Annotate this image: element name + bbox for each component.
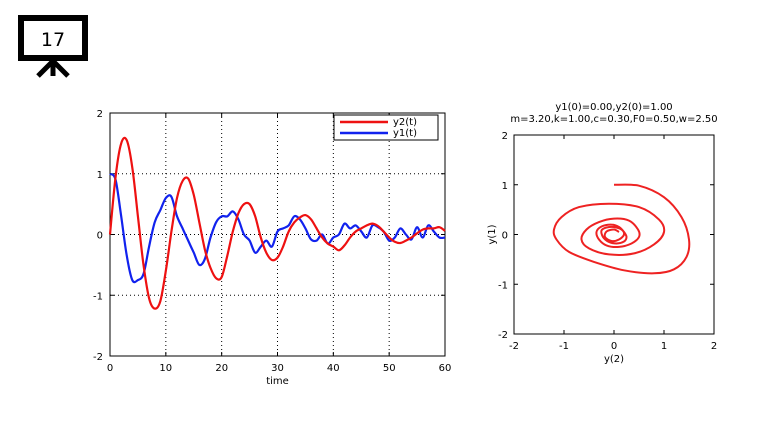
time-chart-series (108, 136, 446, 310)
legend-box (333, 114, 439, 141)
y-tick-label: 1 (97, 170, 103, 181)
time-chart-yaxis: 2 1 0 -1 -2 (93, 109, 103, 363)
time-chart-xaxis: 0 10 20 30 40 50 60 time (107, 363, 452, 387)
x-tick-label: 50 (383, 363, 396, 374)
phase-chart-frame (513, 134, 715, 335)
x-tick-label: 60 (439, 363, 452, 374)
slide-number: 17 (41, 29, 65, 51)
phase-chart-xaxis: -2 -1 0 1 2 y(2) (509, 341, 717, 365)
board-frame (18, 15, 88, 61)
y-tick-label: 0 (97, 231, 103, 242)
x-tick-label: 30 (271, 363, 284, 374)
chart-subtitle: m=3.20,k=1.00,c=0.30,F0=0.50,w=2.50 (510, 114, 717, 125)
y-tick-label: -2 (93, 352, 103, 363)
x-tick-label: 0 (107, 363, 113, 374)
y-tick-label: -2 (498, 330, 508, 341)
board-leg-right (51, 59, 70, 78)
series-line-y2 (108, 136, 446, 310)
x-tick-label: 1 (661, 341, 667, 352)
legend-label-y1: y1(t) (393, 128, 417, 139)
phase-portrait-chart: y1(0)=0.00,y2(0)=1.00 m=3.20,k=1.00,c=0.… (487, 102, 718, 365)
x-axis-title: time (266, 376, 289, 387)
time-series-chart: 0 10 20 30 40 50 60 time 2 1 0 -1 -2 y2(… (93, 109, 451, 387)
x-tick-label: -2 (509, 341, 519, 352)
x-axis-title: y(2) (604, 354, 624, 365)
legend-label-y2: y2(t) (393, 117, 417, 128)
x-tick-label: 10 (159, 363, 172, 374)
presentation-board-icon: 17 (18, 15, 88, 78)
chart-title: y1(0)=0.00,y2(0)=1.00 (555, 102, 672, 113)
x-tick-label: 0 (611, 341, 617, 352)
y-axis-title: y(1) (487, 224, 498, 244)
phase-chart-yaxis: 2 1 0 -1 -2 y(1) (487, 131, 508, 341)
time-chart-grid (109, 112, 446, 357)
x-tick-label: 40 (327, 363, 340, 374)
legend: y2(t) y1(t) (333, 114, 439, 141)
y-tick-label: 2 (502, 131, 508, 142)
phase-chart-ticks (513, 134, 715, 335)
y-tick-label: 0 (502, 231, 508, 242)
x-tick-label: 20 (215, 363, 228, 374)
phase-trajectory-line (552, 183, 691, 275)
phase-chart-series (552, 183, 691, 275)
x-tick-label: 2 (711, 341, 717, 352)
series-line-y1 (109, 172, 446, 284)
x-tick-label: -1 (559, 341, 569, 352)
y-tick-label: 1 (502, 181, 508, 192)
y-tick-label: -1 (93, 291, 103, 302)
y-tick-label: 2 (97, 109, 103, 120)
y-tick-label: -1 (498, 280, 508, 291)
